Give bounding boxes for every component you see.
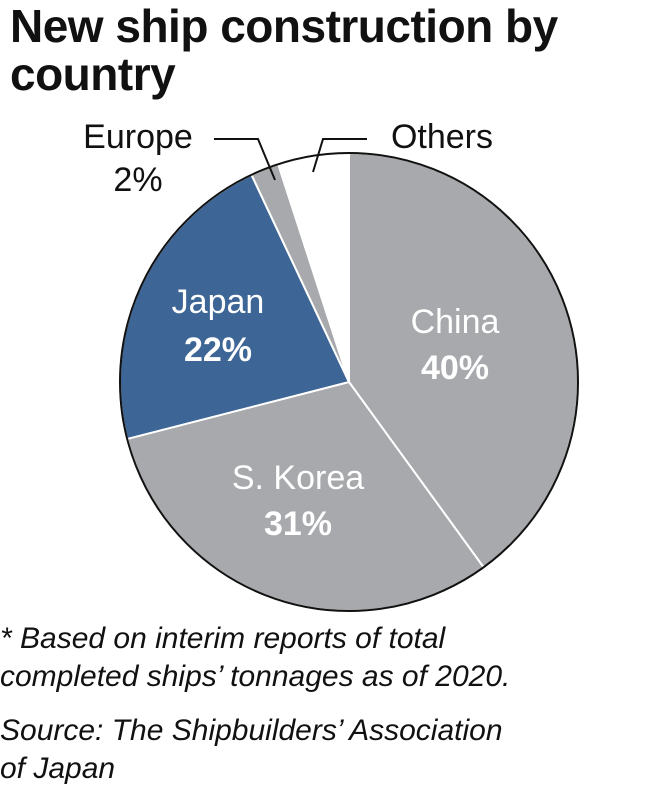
- others-leader-line: [312, 138, 367, 173]
- chart-title-line-2: country: [10, 48, 176, 100]
- china-label: China: [411, 303, 500, 341]
- source-note: Source: The Shipbuilders’ Association of…: [0, 712, 664, 788]
- chart-title: New ship construction by country: [10, 2, 660, 98]
- europe-value: 2%: [113, 161, 162, 199]
- slice-labels: China 40% S. Korea 31% Japan 22% Europe …: [83, 118, 499, 543]
- leader-lines: [214, 138, 367, 181]
- source-line-2: of Japan: [0, 752, 116, 785]
- japan-value: 22%: [184, 331, 252, 369]
- japan-label: Japan: [172, 283, 265, 321]
- europe-label: Europe: [83, 118, 193, 156]
- s-korea-value: 31%: [264, 505, 332, 543]
- others-label: Others: [391, 118, 493, 156]
- europe-leader-line: [214, 138, 276, 181]
- footnote: * Based on interim reports of total comp…: [0, 620, 664, 696]
- pie-slices: [119, 151, 579, 612]
- china-value: 40%: [421, 349, 489, 387]
- pie-outline: [119, 152, 579, 612]
- footnote-line-1: * Based on interim reports of total: [0, 622, 446, 655]
- pie-chart: China 40% S. Korea 31% Japan 22% Europe …: [83, 118, 579, 612]
- footnote-line-2: completed ships’ tonnages as of 2020.: [0, 660, 511, 693]
- s-korea-label: S. Korea: [232, 459, 364, 497]
- source-line-1: Source: The Shipbuilders’ Association: [0, 714, 503, 747]
- chart-title-line-1: New ship construction by: [10, 0, 558, 52]
